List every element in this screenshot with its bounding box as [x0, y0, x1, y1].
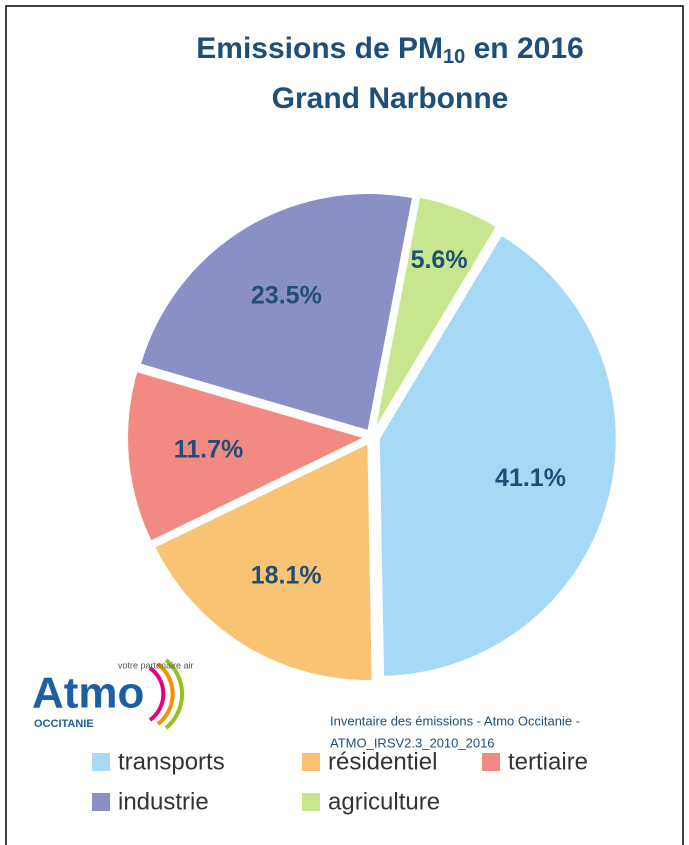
title-text: Emissions de PM [196, 32, 443, 65]
logo-name: Atmo [32, 669, 144, 718]
data-label: 11.7% [174, 435, 244, 463]
legend-label: résidentiel [328, 748, 437, 775]
logo-arc [148, 666, 166, 722]
logo: Atmo OCCITANIE votre partenaire air [32, 658, 194, 730]
data-label: 23.5% [251, 282, 322, 310]
title-subscript: 10 [443, 46, 465, 68]
title-suffix: en 2016 [465, 32, 583, 65]
pie-slice [152, 441, 374, 682]
logo-arc [164, 658, 184, 730]
legend-label: agriculture [328, 788, 440, 815]
legend-swatch [302, 793, 320, 811]
source-text: Inventaire des émissions - Atmo Occitani… [330, 713, 580, 728]
source-text: ATMO_IRSV2.3_2010_2016 [330, 735, 495, 750]
pie-slice [373, 195, 499, 431]
legend-label: transports [118, 748, 225, 775]
pie-slice [377, 233, 618, 678]
legend-label: industrie [118, 788, 209, 815]
logo-arc [156, 662, 175, 726]
pie-slice [126, 369, 368, 543]
legend-swatch [482, 753, 500, 771]
logo-region: OCCITANIE [34, 718, 94, 730]
legend-swatch [302, 753, 320, 771]
legend-label: tertiaire [508, 748, 588, 775]
data-label: 5.6% [411, 246, 468, 274]
chart-title: Emissions de PM10 en 2016 [196, 32, 583, 68]
legend-swatch [92, 793, 110, 811]
logo-tagline: votre partenaire air [118, 660, 194, 670]
data-label: 18.1% [251, 561, 322, 589]
data-label: 41.1% [495, 464, 566, 492]
legend-swatch [92, 753, 110, 771]
chart-subtitle: Grand Narbonne [272, 82, 509, 115]
pie-slice [138, 192, 415, 433]
